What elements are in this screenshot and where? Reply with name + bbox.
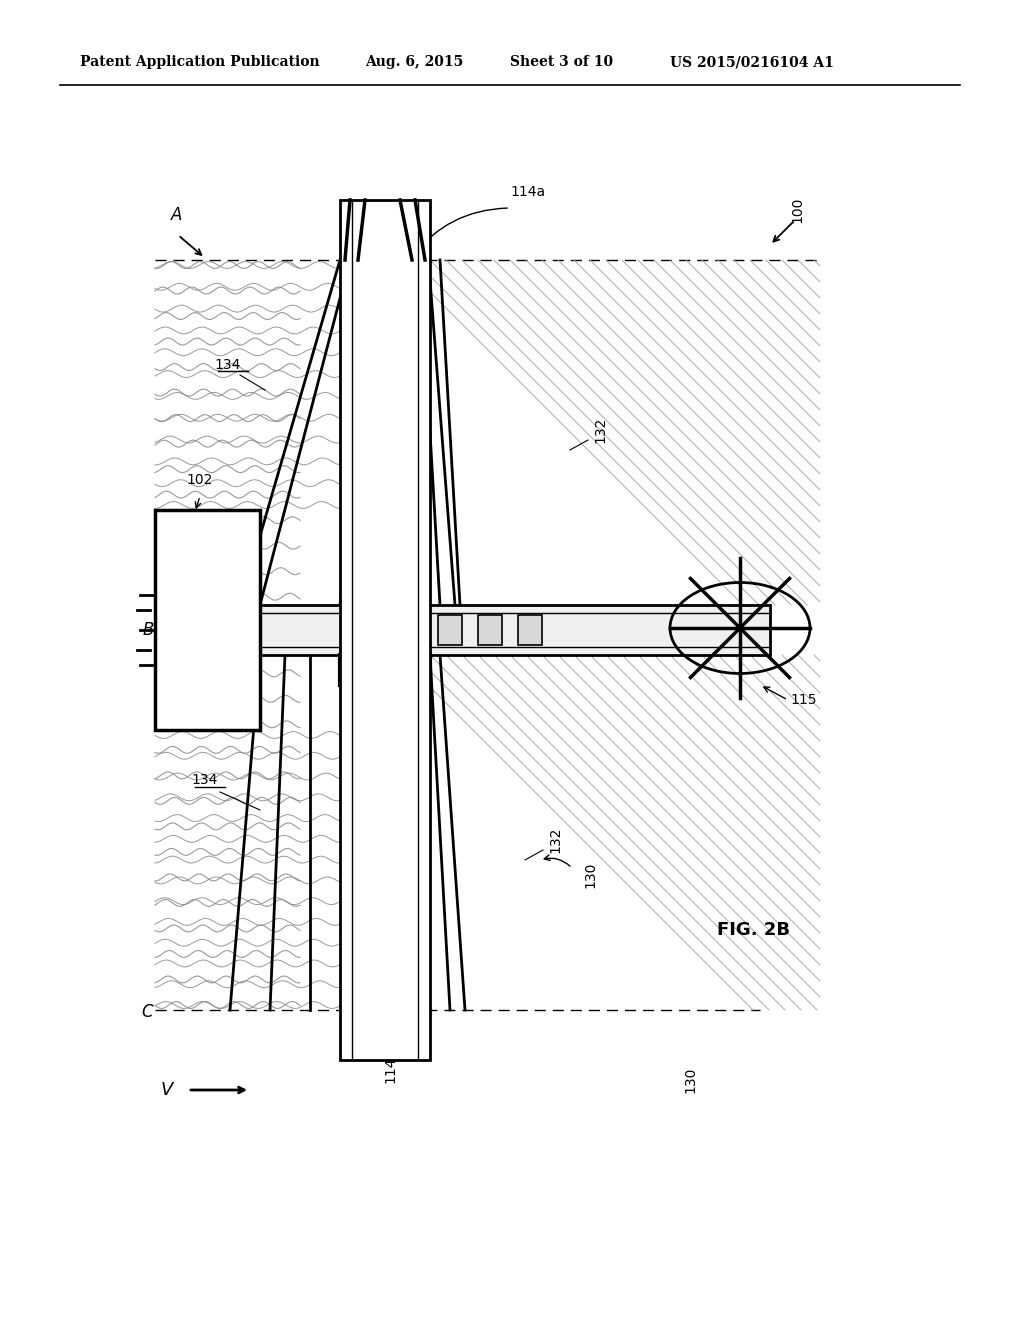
Text: 114a: 114a bbox=[510, 185, 545, 199]
Bar bbox=[340, 201, 430, 1060]
Bar bbox=[478, 615, 502, 645]
Text: $B$: $B$ bbox=[141, 620, 155, 639]
Text: 134: 134 bbox=[215, 358, 242, 372]
Text: Sheet 3 of 10: Sheet 3 of 10 bbox=[510, 55, 613, 69]
Bar bbox=[518, 615, 542, 645]
Text: US 2015/0216104 A1: US 2015/0216104 A1 bbox=[670, 55, 834, 69]
Text: 114b: 114b bbox=[383, 1047, 397, 1082]
Text: 132: 132 bbox=[548, 826, 562, 853]
Text: 103a: 103a bbox=[182, 583, 217, 597]
Text: 115: 115 bbox=[790, 693, 816, 708]
Text: Aug. 6, 2015: Aug. 6, 2015 bbox=[365, 55, 463, 69]
Text: FIG. 2B: FIG. 2B bbox=[717, 921, 790, 939]
Text: $A$: $A$ bbox=[170, 206, 183, 224]
Text: 120: 120 bbox=[186, 673, 213, 686]
Bar bbox=[438, 615, 462, 645]
Text: $C$: $C$ bbox=[141, 1003, 155, 1020]
Text: 102: 102 bbox=[186, 473, 213, 487]
Text: 132: 132 bbox=[593, 417, 607, 444]
Bar bbox=[255, 605, 770, 655]
Text: 130: 130 bbox=[583, 862, 597, 888]
Text: $V$: $V$ bbox=[160, 1081, 175, 1100]
Text: 130: 130 bbox=[683, 1067, 697, 1093]
Text: 100: 100 bbox=[790, 197, 804, 223]
Bar bbox=[155, 510, 260, 730]
Text: 134: 134 bbox=[191, 774, 218, 787]
Text: Patent Application Publication: Patent Application Publication bbox=[80, 55, 319, 69]
